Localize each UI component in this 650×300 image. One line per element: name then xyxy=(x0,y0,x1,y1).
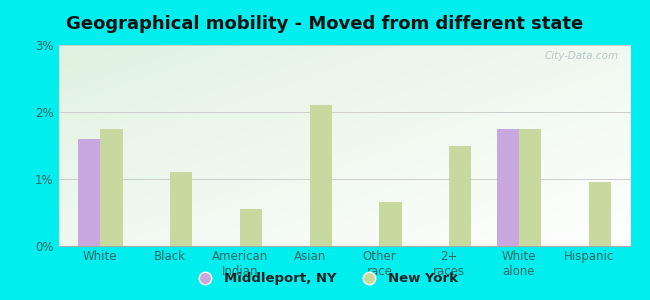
Bar xyxy=(589,182,611,246)
Bar xyxy=(240,209,262,246)
Bar xyxy=(78,139,100,246)
Bar xyxy=(170,172,192,246)
Bar xyxy=(380,202,402,246)
Bar xyxy=(100,129,123,246)
Text: Geographical mobility - Moved from different state: Geographical mobility - Moved from diffe… xyxy=(66,15,584,33)
Text: City-Data.com: City-Data.com xyxy=(545,51,619,61)
Bar xyxy=(449,146,471,246)
Bar xyxy=(309,105,332,246)
Legend: Middleport, NY, New York: Middleport, NY, New York xyxy=(187,267,463,290)
Bar xyxy=(497,129,519,246)
Bar xyxy=(519,129,541,246)
